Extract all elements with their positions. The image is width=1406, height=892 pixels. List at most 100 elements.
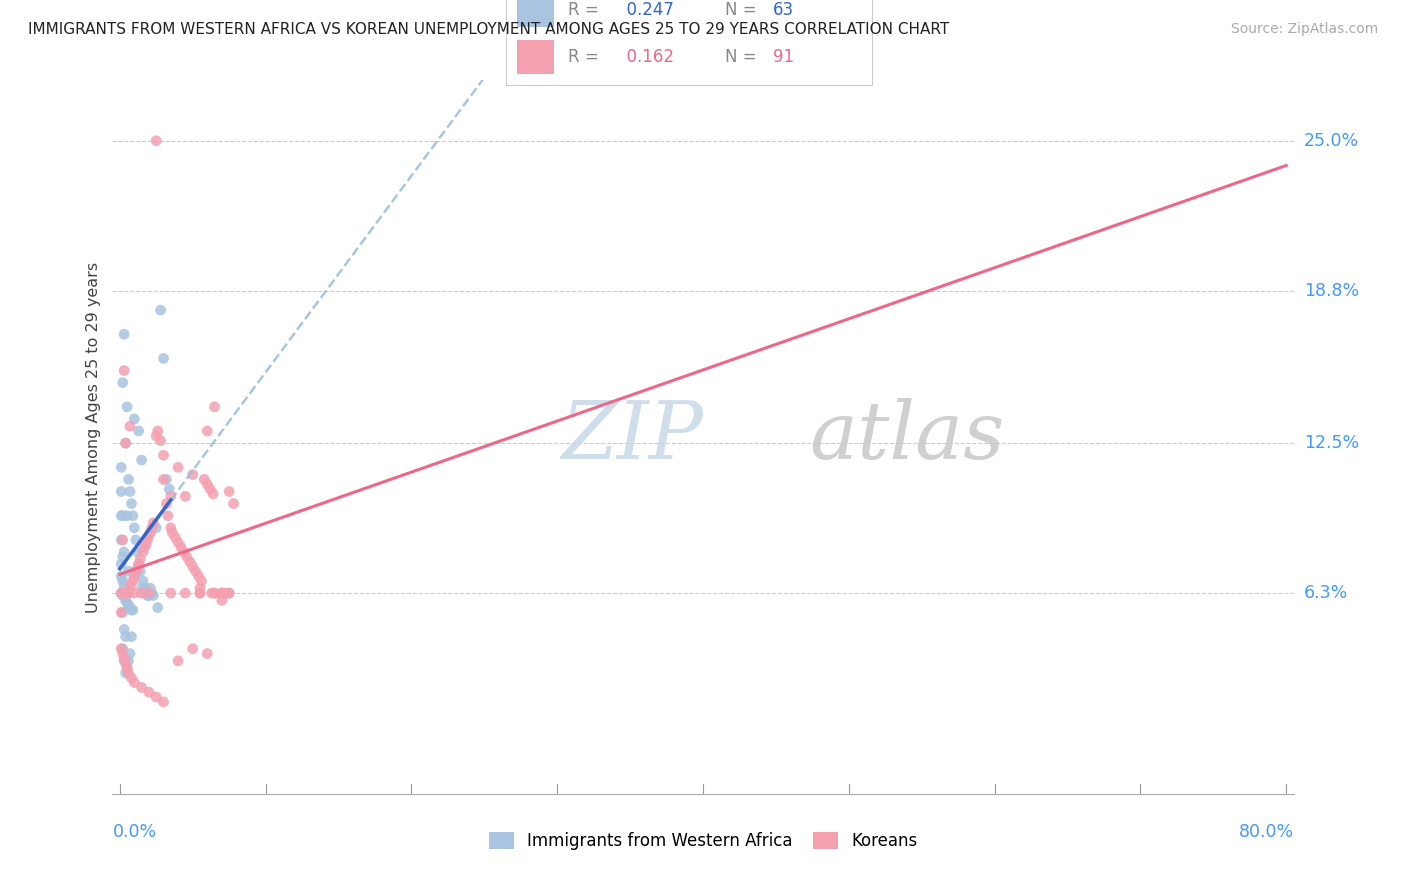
- Text: ZIP: ZIP: [561, 399, 703, 475]
- Point: [167, 654, 190, 668]
- Point: [111, 647, 134, 661]
- Point: [139, 581, 162, 595]
- Point: [115, 661, 138, 675]
- Point: [135, 538, 157, 552]
- Y-axis label: Unemployment Among Ages 25 to 29 years: Unemployment Among Ages 25 to 29 years: [86, 261, 101, 613]
- Point: [110, 586, 132, 600]
- Text: 18.8%: 18.8%: [1303, 282, 1358, 300]
- Text: 25.0%: 25.0%: [1303, 132, 1358, 150]
- Point: [115, 596, 138, 610]
- Point: [195, 477, 218, 491]
- Point: [190, 574, 212, 588]
- Point: [115, 661, 138, 675]
- Point: [218, 586, 240, 600]
- Point: [115, 586, 138, 600]
- Point: [112, 363, 135, 377]
- Point: [124, 569, 146, 583]
- Point: [134, 540, 156, 554]
- Point: [131, 681, 153, 695]
- Text: 63: 63: [773, 1, 794, 19]
- Point: [195, 424, 218, 438]
- Point: [111, 508, 134, 523]
- Text: 6.3%: 6.3%: [1303, 584, 1348, 602]
- Text: Source: ZipAtlas.com: Source: ZipAtlas.com: [1230, 22, 1378, 37]
- Point: [159, 521, 181, 535]
- Point: [131, 586, 153, 600]
- Point: [181, 467, 204, 482]
- Point: [149, 434, 172, 448]
- Text: IMMIGRANTS FROM WESTERN AFRICA VS KOREAN UNEMPLOYMENT AMONG AGES 25 TO 29 YEARS : IMMIGRANTS FROM WESTERN AFRICA VS KOREAN…: [28, 22, 949, 37]
- Point: [181, 559, 204, 574]
- Point: [110, 586, 132, 600]
- Point: [198, 482, 221, 496]
- Text: N =: N =: [725, 1, 762, 19]
- Point: [112, 651, 135, 665]
- Point: [111, 574, 134, 588]
- Point: [188, 586, 211, 600]
- Point: [139, 525, 162, 540]
- Point: [111, 376, 134, 390]
- Point: [111, 606, 134, 620]
- Point: [131, 581, 153, 595]
- Point: [117, 472, 139, 486]
- Point: [114, 586, 136, 600]
- Bar: [517, 39, 554, 75]
- Point: [145, 521, 167, 535]
- Point: [195, 647, 218, 661]
- Point: [127, 562, 149, 576]
- Point: [110, 484, 132, 499]
- Point: [125, 565, 148, 579]
- Point: [118, 484, 141, 499]
- Bar: [517, 0, 554, 28]
- Point: [125, 533, 148, 547]
- Point: [128, 557, 150, 571]
- Point: [155, 472, 177, 486]
- Text: R =: R =: [568, 48, 605, 66]
- Point: [146, 600, 169, 615]
- Point: [111, 641, 134, 656]
- Point: [184, 565, 207, 579]
- Point: [112, 327, 135, 342]
- Point: [138, 589, 160, 603]
- Point: [111, 586, 134, 600]
- Point: [120, 630, 142, 644]
- Point: [112, 623, 135, 637]
- Point: [142, 516, 165, 530]
- Point: [165, 531, 187, 545]
- Point: [124, 586, 146, 600]
- Text: 80.0%: 80.0%: [1239, 823, 1294, 841]
- Point: [149, 303, 172, 318]
- Point: [129, 552, 152, 566]
- Point: [131, 453, 153, 467]
- Point: [111, 589, 134, 603]
- Point: [114, 436, 136, 450]
- Point: [114, 665, 136, 680]
- Point: [122, 574, 145, 588]
- Point: [118, 600, 141, 615]
- Point: [122, 508, 145, 523]
- Point: [167, 535, 190, 549]
- Point: [114, 593, 136, 607]
- Point: [111, 549, 134, 564]
- Point: [114, 630, 136, 644]
- Point: [120, 603, 142, 617]
- Point: [135, 586, 157, 600]
- Point: [152, 472, 174, 486]
- Point: [145, 134, 167, 148]
- Point: [124, 569, 146, 583]
- Point: [122, 603, 145, 617]
- Point: [115, 400, 138, 414]
- Point: [211, 593, 233, 607]
- Point: [152, 448, 174, 462]
- Point: [159, 586, 181, 600]
- Point: [162, 525, 184, 540]
- Point: [111, 533, 134, 547]
- Point: [138, 685, 160, 699]
- Point: [141, 586, 163, 600]
- Legend: Immigrants from Western Africa, Koreans: Immigrants from Western Africa, Koreans: [482, 825, 924, 857]
- Point: [159, 489, 181, 503]
- Point: [214, 586, 236, 600]
- Point: [117, 598, 139, 612]
- Point: [204, 400, 226, 414]
- Text: R =: R =: [568, 1, 605, 19]
